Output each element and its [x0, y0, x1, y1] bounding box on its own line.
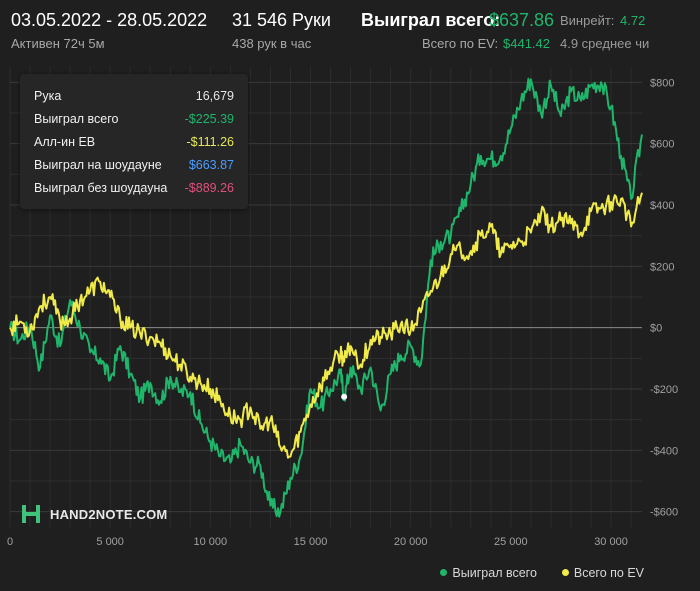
date-range[interactable]: 03.05.2022 - 28.05.2022	[11, 10, 208, 30]
info-value: $663.87	[188, 158, 234, 172]
x-tick-label: 0	[7, 536, 13, 548]
x-tick-label: 5 000	[96, 536, 124, 548]
hands-per-hour: 438 рук в час	[232, 36, 312, 51]
info-label: Выиграл на шоудауне	[34, 158, 162, 172]
legend-label: Выиграл всего	[452, 566, 537, 580]
ev-total-label: Всего по EV:	[422, 36, 499, 51]
info-value: -$225.39	[184, 112, 234, 126]
logo-text: HAND2NOTE.COM	[50, 507, 168, 522]
legend-item-won-total[interactable]: Выиграл всего	[440, 566, 540, 580]
y-tick-label: $400	[650, 200, 674, 212]
info-row-showdown: Выиграл на шоудауне $663.87	[34, 158, 234, 172]
chart-legend: Выиграл всего Всего по EV	[440, 566, 644, 580]
x-tick-label: 25 000	[494, 536, 528, 548]
x-tick-label: 20 000	[394, 536, 428, 548]
info-row-allin-ev: Алл-ин ЕВ -$111.26	[34, 135, 234, 149]
series-line-won-total	[9, 77, 643, 518]
y-tick-label: $200	[650, 261, 674, 273]
hover-info-box: Рука 16,679 Выиграл всего -$225.39 Алл-и…	[20, 74, 248, 209]
info-value: 16,679	[195, 89, 234, 103]
y-tick-label: $600	[650, 139, 674, 151]
y-tick-label: -$400	[650, 445, 678, 457]
legend-dot-icon	[440, 569, 448, 576]
info-label: Рука	[34, 89, 62, 103]
header: 03.05.2022 - 28.05.2022 Активен 72ч 5м 3…	[0, 0, 700, 58]
won-total-value: $637.86	[489, 10, 555, 30]
info-label: Алл-ин ЕВ	[34, 135, 96, 149]
hover-marker	[341, 393, 348, 400]
winrate-label: Винрейт:	[560, 13, 615, 28]
info-value: -$111.26	[186, 135, 235, 149]
hand2note-logo: HAND2NOTE.COM	[20, 500, 167, 528]
info-row-non-showdown: Выиграл без шоудауна -$889.26	[34, 181, 234, 195]
y-tick-label: $0	[650, 323, 662, 335]
info-value: -$889.26	[184, 181, 234, 195]
x-tick-label: 30 000	[594, 536, 628, 548]
legend-item-ev-total[interactable]: Всего по EV	[561, 566, 644, 580]
hand2note-logo-icon	[22, 505, 40, 523]
y-tick-label: $800	[650, 77, 674, 89]
hands-total: 31 546 Руки	[232, 10, 331, 30]
won-total-label: Выиграл всего:	[361, 10, 501, 30]
info-label: Выиграл без шоудауна	[34, 181, 168, 195]
info-label: Выиграл всего	[34, 112, 119, 126]
y-tick-label: -$200	[650, 384, 678, 396]
legend-label: Всего по EV	[573, 566, 644, 580]
info-row-won-total: Выиграл всего -$225.39	[34, 112, 234, 126]
info-row-hand: Рука 16,679	[34, 89, 234, 103]
y-tick-label: -$600	[650, 507, 678, 519]
legend-dot-icon	[561, 569, 569, 576]
ev-total-value: $441.42	[503, 36, 550, 51]
x-tick-label: 10 000	[194, 536, 228, 548]
x-tick-label: 15 000	[294, 536, 328, 548]
avg-label: 4.9 среднее чи	[560, 36, 650, 51]
active-time: Активен 72ч 5м	[11, 36, 105, 51]
series-line-ev-total	[9, 192, 643, 459]
winrate-value: 4.72	[620, 13, 646, 28]
